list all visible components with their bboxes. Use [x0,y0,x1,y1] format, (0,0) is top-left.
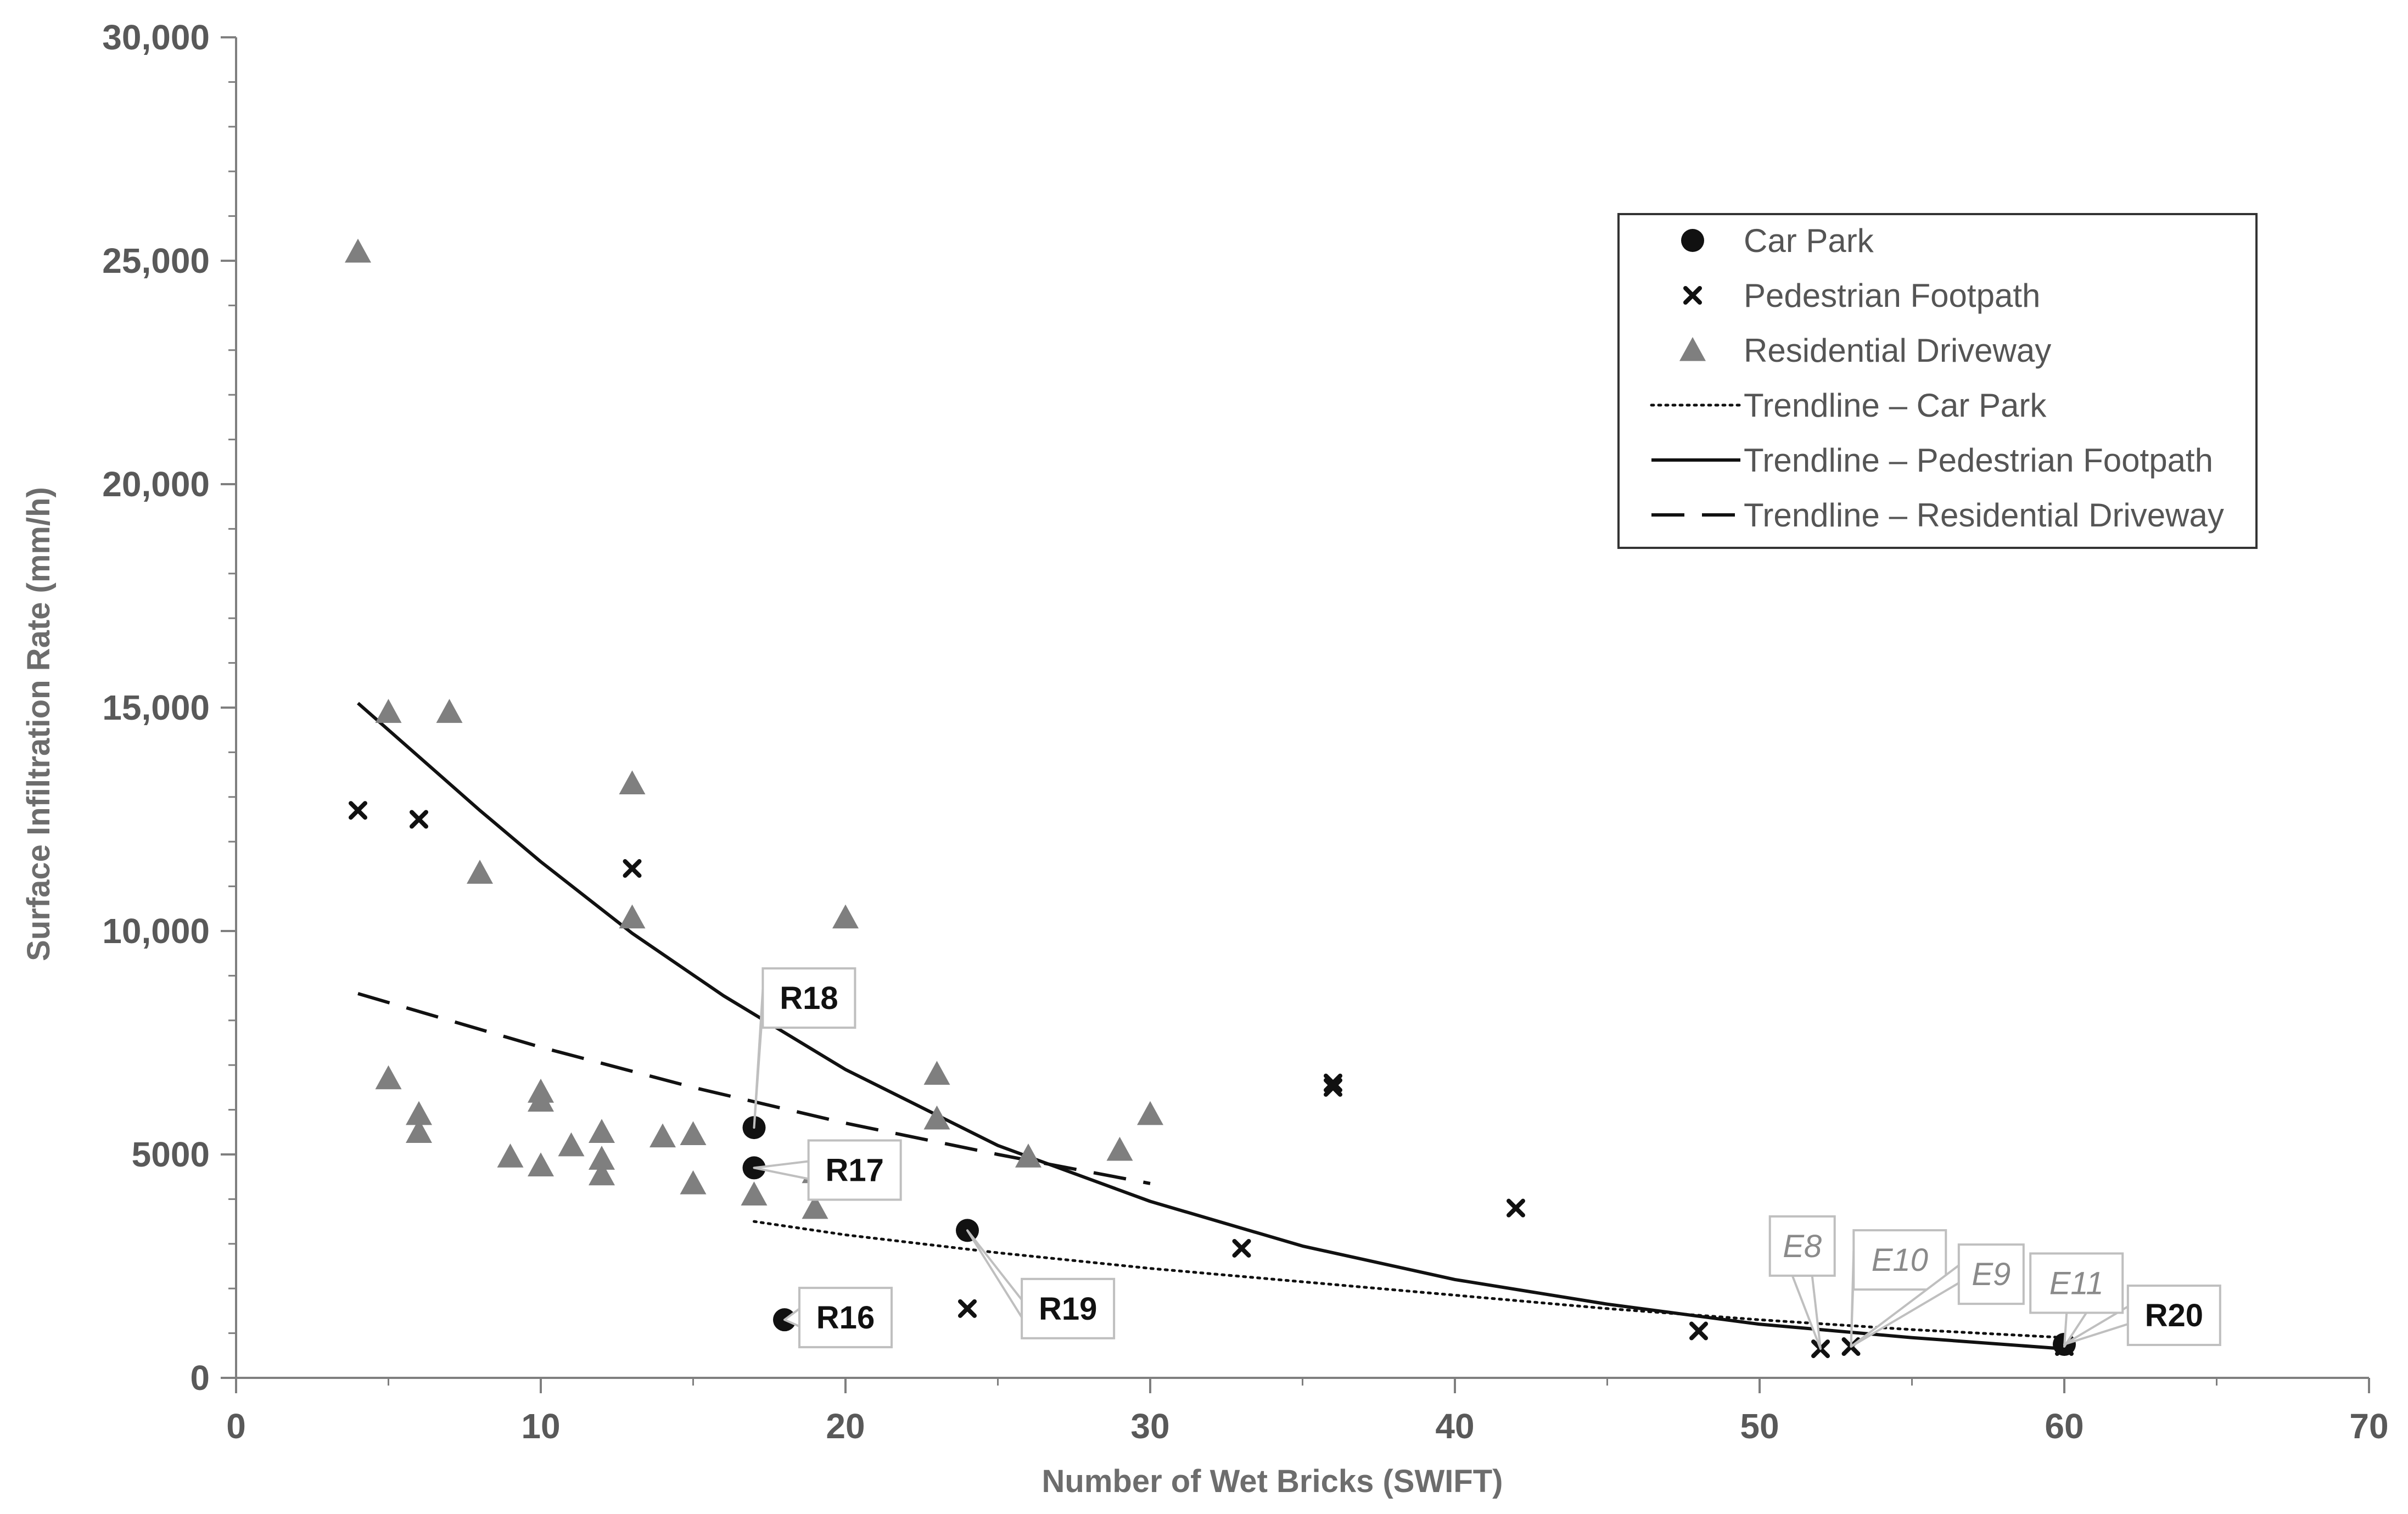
trendline-dotted [753,1220,2066,1339]
callout-label-r20: R20 [2145,1298,2203,1333]
pedestrian-footpath-point [1232,1238,1251,1258]
residential-driveway-point [1015,1143,1041,1168]
legend-x-icon [1683,286,1702,305]
callout-label-e11: E11 [2049,1265,2104,1301]
legend-label: Trendline – Pedestrian Footpath [1744,442,2213,479]
residential-driveway-point [802,1195,828,1219]
callout-box [1021,1277,1116,1339]
x-axis-title: Number of Wet Bricks (SWIFT) [1042,1463,1503,1499]
pedestrian-footpath-point [1324,1073,1342,1092]
x-tick-label: 60 [2045,1406,2084,1446]
residential-driveway-point [619,770,646,795]
residential-driveway-point [923,1061,950,1085]
pedestrian-footpath-point [1324,1078,1342,1097]
pedestrian-footpath-point [958,1299,977,1318]
x-tick-label: 0 [226,1406,246,1446]
residential-driveway-point [375,699,402,723]
y-tick-label: 5000 [132,1135,210,1174]
y-tick-label: 20,000 [102,464,210,504]
residential-driveway-point [649,1123,676,1148]
legend-label: Pedestrian Footpath [1744,277,2040,314]
residential-driveway-point [1106,1136,1133,1161]
legend-box [1617,213,2258,549]
legend-label: Trendline – Car Park [1744,387,2047,424]
residential-driveway-point [589,1161,615,1186]
callout-label-r18: R18 [780,980,838,1016]
residential-driveway-point [558,1132,585,1157]
callout-box [1768,1215,1836,1277]
callout-box [1957,1243,2025,1305]
pedestrian-footpath-point [1507,1198,1525,1218]
callout-box [1852,1229,1947,1291]
residential-driveway-point [680,1170,707,1195]
residential-driveway-point [832,904,859,929]
callout-label-e8: E8 [1783,1229,1822,1264]
pedestrian-footpath-point [410,810,428,829]
trendline-solid [357,702,2065,1351]
annotations-group: R18 R17 R16 R19 R20 E8 E10 E9 E11 [753,967,2221,1350]
legend-group: Car Park Pedestrian Footpath Residential D… [1617,213,2258,549]
residential-driveway-point [528,1087,554,1112]
legend-label: Trendline – Residential Driveway [1744,497,2224,534]
residential-driveway-point [923,1105,950,1130]
residential-driveway-point [406,1119,432,1143]
residential-driveway-point [406,1101,432,1125]
callout-pointer [1791,1274,1822,1350]
y-tick-label: 10,000 [102,911,210,951]
y-tick-label: 25,000 [102,241,210,281]
residential-driveway-point [375,1065,402,1090]
x-tick-label: 30 [1130,1406,1169,1446]
residential-driveway-point [1137,1101,1163,1125]
legend-label: Residential Driveway [1744,332,2051,369]
x-tick-label: 40 [1435,1406,1474,1446]
callout-box [761,967,856,1029]
legend-circle-icon [1681,229,1704,252]
callout-box [2029,1252,2124,1314]
axes-group: 0 5000 10,000 15,000 20,000 25,000 30,000 0 10 20… [21,18,2389,1499]
callout-label-e9: E9 [1972,1257,2011,1292]
residential-driveway-point [436,699,463,723]
callout-pointer [753,988,764,1129]
legend-label: Car Park [1744,222,1874,259]
x-tick-label: 10 [521,1406,560,1446]
callout-label-r19: R19 [1039,1291,1097,1327]
callout-pointer [966,1229,1023,1319]
callout-box [2126,1285,2221,1347]
residential-driveway-point [680,1121,707,1146]
callout-label-r17: R17 [825,1152,883,1188]
residential-driveway-point [528,1152,554,1177]
residential-driveway-point [345,238,371,263]
pedestrian-footpath-point [349,801,367,820]
callout-box [807,1139,902,1201]
residential-driveway-point [497,1143,524,1168]
residential-driveway-point [589,1146,615,1170]
x-tick-label: 20 [826,1406,865,1446]
y-tick-label: 15,000 [102,688,210,727]
callout-label-r16: R16 [816,1300,875,1336]
x-tick-label: 70 [2349,1406,2388,1446]
residential-driveway-point [467,860,493,884]
y-tick-label: 30,000 [102,18,210,57]
y-tick-label: 0 [190,1358,210,1398]
legend-triangle-icon [1679,337,1706,361]
callout-box [798,1287,893,1349]
callout-label-e10: E10 [1872,1242,1928,1278]
y-axis-title: Surface Infiltration Rate (mm/h) [21,487,57,961]
residential-driveway-point [589,1119,615,1143]
x-tick-label: 50 [1740,1406,1779,1446]
residential-driveway-point [619,904,646,929]
residential-driveway-point [741,1181,768,1205]
pedestrian-footpath-point [1689,1321,1708,1341]
pedestrian-footpath-point [623,859,642,878]
